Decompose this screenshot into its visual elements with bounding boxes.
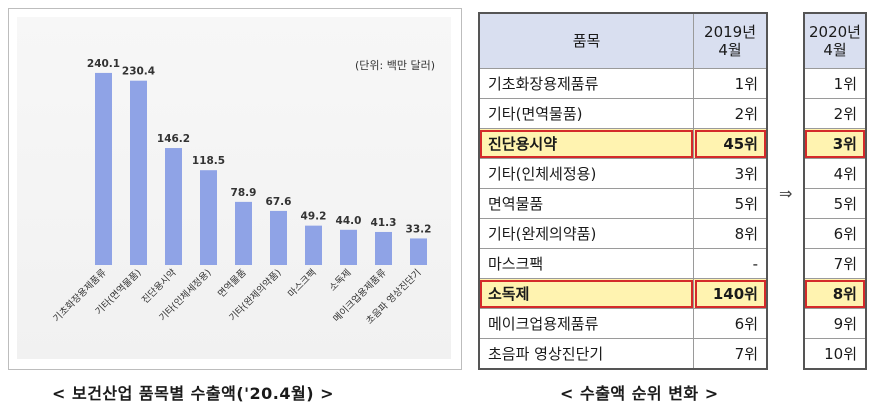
table-row: 기타(면역물품) 2위: [478, 98, 768, 129]
table-row: 6위: [803, 218, 867, 249]
bar-value-label: 67.6: [266, 196, 292, 208]
row-rank-2019: 7위: [693, 338, 768, 370]
category-tick-label: 면역물품: [216, 267, 249, 300]
row-rank-2020: 9위: [803, 308, 867, 339]
table-row: 기타(완제의약품) 8위: [478, 218, 768, 249]
category-tick-label: 소독제: [327, 267, 353, 293]
chart-panel: 240.1 기초화장용제품류 230.4 기타(면역물품) 146.2 진단용시약 118.…: [8, 8, 462, 370]
header-2020-month: 4월: [823, 41, 847, 59]
rank-table-body: 기초화장용제품류 1위 기타(면역물품) 2위 진단용시약 45위 기타(인체세정용) 3위 면…: [478, 68, 768, 370]
bar-value-label: 33.2: [406, 223, 432, 235]
row-item: 진단용시약: [478, 128, 695, 159]
header-2019-year: 2019년: [704, 23, 757, 41]
table-row: 8위: [803, 278, 867, 309]
bar-value-label: 240.1: [87, 58, 120, 70]
table-row: 면역물품 5위: [478, 188, 768, 219]
table-row: 9위: [803, 308, 867, 339]
header-item: 품목: [478, 12, 695, 69]
bar: [270, 210, 287, 265]
rank-2020-header: 2020년 4월: [803, 12, 867, 69]
header-2019: 2019년 4월: [693, 12, 768, 69]
row-rank-2020: 4위: [803, 158, 867, 189]
table-row: 마스크팩 -: [478, 248, 768, 279]
header-2020-year: 2020년: [809, 23, 861, 41]
bar: [95, 72, 112, 265]
bar: [235, 201, 252, 265]
bar: [200, 170, 217, 265]
row-item: 기타(완제의약품): [478, 218, 695, 249]
table-row: 2위: [803, 98, 867, 129]
bar: [340, 229, 357, 265]
table-row: 기타(인체세정용) 3위: [478, 158, 768, 189]
left-caption: < 보건산업 품목별 수출액('20.4월) >: [52, 384, 335, 403]
table-row: 7위: [803, 248, 867, 279]
row-rank-2019: 1위: [693, 68, 768, 99]
row-rank-2019: 3위: [693, 158, 768, 189]
row-item: 메이크업용제품류: [478, 308, 695, 339]
row-item: 기타(인체세정용): [478, 158, 695, 189]
rank-table-main: 품목 2019년 4월 기초화장용제품류 1위 기타(면역물품) 2위 진단용시약 45위…: [478, 12, 768, 370]
row-rank-2020: 8위: [803, 278, 867, 309]
bar-value-label: 78.9: [231, 187, 257, 199]
row-rank-2019: 8위: [693, 218, 768, 249]
table-row: 메이크업용제품류 6위: [478, 308, 768, 339]
rank-table-header: 품목 2019년 4월: [478, 12, 768, 69]
row-rank-2019: 140위: [693, 278, 768, 309]
row-rank-2019: 5위: [693, 188, 768, 219]
bar: [410, 238, 427, 265]
bar-value-label: 44.0: [336, 215, 362, 227]
table-row: 10위: [803, 338, 867, 370]
table-row: 5위: [803, 188, 867, 219]
rank-2020-body: 1위 2위 3위 4위 5위 6위 7위 8위 9위 10위: [803, 68, 867, 370]
row-rank-2020: 5위: [803, 188, 867, 219]
row-rank-2020: 7위: [803, 248, 867, 279]
rank-table-2020: 2020년 4월 1위 2위 3위 4위 5위 6위 7위 8위 9위 10위: [803, 12, 867, 370]
row-rank-2019: -: [693, 248, 768, 279]
bar: [165, 148, 182, 265]
table-row: 초음파 영상진단기 7위: [478, 338, 768, 370]
bar-value-label: 118.5: [192, 155, 225, 167]
unit-note: (단위: 백만 달러): [355, 59, 436, 72]
table-row: 소독제 140위: [478, 278, 768, 309]
row-rank-2020: 1위: [803, 68, 867, 99]
table-row: 진단용시약 45위: [478, 128, 768, 159]
bar: [305, 225, 322, 265]
table-row: 4위: [803, 158, 867, 189]
bar-value-label: 230.4: [122, 66, 155, 78]
category-tick-label: 마스크팩: [286, 267, 319, 300]
table-row: 1위: [803, 68, 867, 99]
bar-value-label: 146.2: [157, 133, 190, 145]
row-item: 면역물품: [478, 188, 695, 219]
row-rank-2019: 45위: [693, 128, 768, 159]
right-caption: < 수출액 순위 변화 >: [560, 384, 719, 403]
row-item: 마스크팩: [478, 248, 695, 279]
table-row: 3위: [803, 128, 867, 159]
row-item: 소독제: [478, 278, 695, 309]
bar-value-label: 49.2: [301, 211, 327, 223]
row-rank-2020: 3위: [803, 128, 867, 159]
row-rank-2019: 2위: [693, 98, 768, 129]
header-2020: 2020년 4월: [803, 12, 867, 69]
bar: [130, 80, 147, 266]
arrow-icon: ⇒: [779, 184, 793, 203]
row-rank-2019: 6위: [693, 308, 768, 339]
row-item: 기초화장용제품류: [478, 68, 695, 99]
bar-chart: 240.1기초화장용제품류230.4기타(면역물품)146.2진단용시약118.…: [51, 58, 432, 327]
row-rank-2020: 2위: [803, 98, 867, 129]
header-2019-month: 4월: [718, 41, 742, 59]
bar: [375, 231, 392, 265]
row-rank-2020: 10위: [803, 338, 867, 370]
row-item: 초음파 영상진단기: [478, 338, 695, 370]
row-rank-2020: 6위: [803, 218, 867, 249]
bar-value-label: 41.3: [371, 217, 397, 229]
table-row: 기초화장용제품류 1위: [478, 68, 768, 99]
row-item: 기타(면역물품): [478, 98, 695, 129]
chart-area: 240.1 기초화장용제품류 230.4 기타(면역물품) 146.2 진단용시약 118.…: [17, 17, 451, 359]
